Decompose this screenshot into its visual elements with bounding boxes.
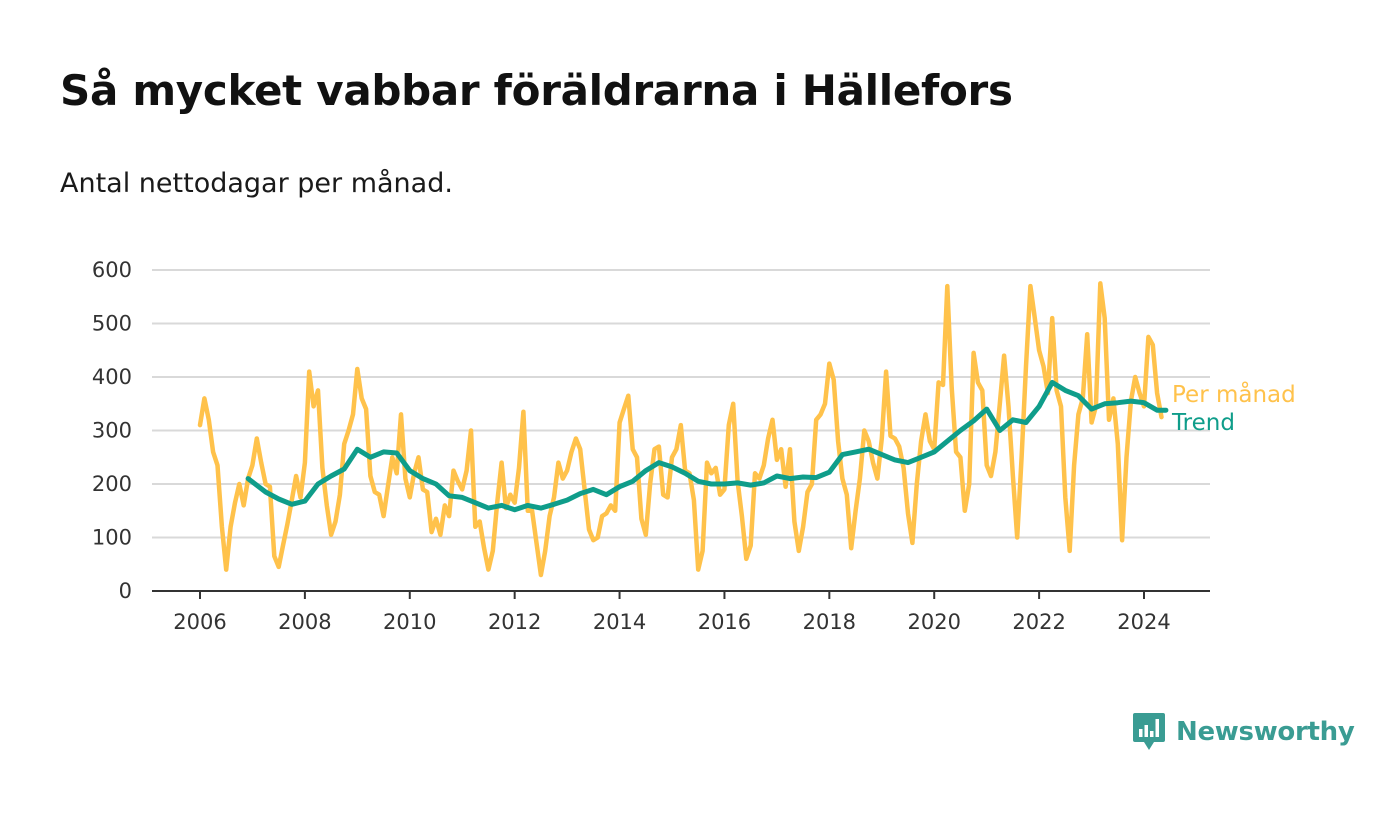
x-tick-label: 2010 — [383, 610, 436, 634]
brand-name: Newsworthy — [1176, 717, 1355, 747]
newsworthy-brand: Newsworthy — [1132, 712, 1355, 752]
x-tick-label: 2018 — [803, 610, 856, 634]
x-tick-label: 2016 — [698, 610, 751, 634]
x-tick-label: 2014 — [593, 610, 646, 634]
series-line-per-manad — [197, 281, 1164, 578]
y-tick-label: 200 — [92, 472, 132, 496]
newsworthy-logo-icon — [1133, 713, 1165, 750]
y-tick-label: 500 — [92, 312, 132, 336]
x-axis: 2006 2008 2010 2012 2014 2016 2018 2020 2022 2024 — [152, 590, 1210, 634]
x-tick-label: 2006 — [173, 610, 226, 634]
chart-title: Så mycket vabbar föräldrarna i Hällefors — [60, 66, 1013, 115]
y-axis-ticks: 0 100 200 300 400 500 600 — [92, 258, 132, 603]
y-tick-label: 0 — [119, 579, 132, 603]
series-lines — [197, 281, 1169, 578]
y-tick-label: 300 — [92, 419, 132, 443]
x-tick-label: 2020 — [907, 610, 960, 634]
x-tick-label: 2012 — [488, 610, 541, 634]
x-tick-label: 2022 — [1012, 610, 1065, 634]
x-tick-label: 2024 — [1117, 610, 1170, 634]
y-tick-label: 400 — [92, 365, 132, 389]
series-line-trend — [245, 379, 1169, 513]
y-tick-label: 600 — [92, 258, 132, 282]
x-tick-label: 2008 — [278, 610, 331, 634]
series-label-per-manad: Per månad — [1172, 380, 1296, 408]
series-label-trend: Trend — [1171, 410, 1235, 436]
chart-subtitle: Antal nettodagar per månad. — [60, 168, 453, 199]
y-tick-label: 100 — [92, 526, 132, 550]
